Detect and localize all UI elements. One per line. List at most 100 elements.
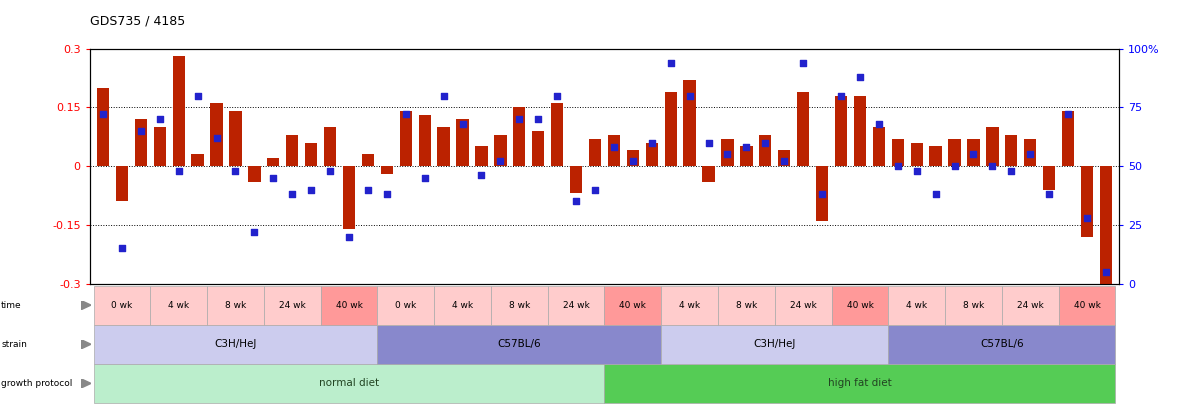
- Bar: [683, 80, 695, 166]
- Bar: [570, 166, 582, 194]
- Bar: [248, 166, 261, 182]
- Point: [699, 139, 718, 146]
- Point: [1058, 111, 1077, 117]
- Bar: [1081, 166, 1093, 237]
- Bar: [192, 154, 203, 166]
- Point: [547, 92, 566, 99]
- Point: [396, 111, 415, 117]
- Point: [1096, 269, 1116, 275]
- Polygon shape: [81, 379, 91, 388]
- Bar: [627, 150, 639, 166]
- Bar: [1062, 111, 1074, 166]
- Bar: [930, 147, 942, 166]
- Point: [321, 168, 340, 174]
- Bar: [381, 166, 393, 174]
- Bar: [816, 166, 828, 221]
- Point: [983, 163, 1002, 169]
- Polygon shape: [81, 340, 91, 349]
- Point: [188, 92, 207, 99]
- Text: GDS735 / 4185: GDS735 / 4185: [90, 14, 186, 27]
- Point: [964, 151, 983, 158]
- Bar: [778, 150, 790, 166]
- Point: [207, 134, 226, 141]
- Point: [1077, 215, 1096, 221]
- Point: [435, 92, 454, 99]
- Point: [132, 128, 151, 134]
- Bar: [494, 135, 506, 166]
- Bar: [456, 119, 469, 166]
- Text: 24 wk: 24 wk: [563, 301, 589, 309]
- Text: 0 wk: 0 wk: [395, 301, 417, 309]
- Point: [150, 116, 169, 122]
- Bar: [305, 143, 317, 166]
- Bar: [116, 166, 128, 201]
- Bar: [834, 96, 847, 166]
- Point: [850, 74, 869, 80]
- Text: 40 wk: 40 wk: [335, 301, 363, 309]
- Bar: [211, 103, 223, 166]
- Bar: [873, 127, 885, 166]
- Point: [169, 168, 188, 174]
- Bar: [342, 166, 356, 229]
- Point: [869, 121, 888, 127]
- Bar: [153, 127, 166, 166]
- Bar: [589, 139, 601, 166]
- Bar: [703, 166, 715, 182]
- Text: 40 wk: 40 wk: [1074, 301, 1100, 309]
- Text: 4 wk: 4 wk: [168, 301, 189, 309]
- Point: [1002, 168, 1021, 174]
- Point: [774, 158, 794, 164]
- Text: 0 wk: 0 wk: [111, 301, 133, 309]
- Point: [661, 60, 680, 66]
- Bar: [97, 88, 109, 166]
- Point: [472, 172, 491, 179]
- Text: time: time: [1, 301, 22, 309]
- Text: C3H/HeJ: C3H/HeJ: [754, 339, 796, 349]
- Point: [813, 191, 832, 198]
- Point: [263, 175, 282, 181]
- Point: [113, 245, 132, 252]
- Bar: [759, 135, 772, 166]
- Bar: [400, 111, 412, 166]
- Point: [794, 60, 813, 66]
- Point: [737, 144, 757, 151]
- Bar: [135, 119, 147, 166]
- Point: [755, 139, 774, 146]
- Point: [302, 186, 321, 193]
- Text: 4 wk: 4 wk: [679, 301, 700, 309]
- Bar: [551, 103, 564, 166]
- Bar: [740, 147, 753, 166]
- Point: [529, 116, 548, 122]
- Bar: [967, 139, 979, 166]
- Text: 40 wk: 40 wk: [846, 301, 874, 309]
- Point: [907, 168, 926, 174]
- Text: 24 wk: 24 wk: [279, 301, 305, 309]
- Bar: [1005, 135, 1017, 166]
- Bar: [1025, 139, 1037, 166]
- Bar: [1043, 166, 1056, 190]
- Text: strain: strain: [1, 340, 28, 349]
- Text: C57BL/6: C57BL/6: [498, 339, 541, 349]
- Text: 24 wk: 24 wk: [790, 301, 816, 309]
- Text: C3H/HeJ: C3H/HeJ: [214, 339, 256, 349]
- Bar: [286, 135, 298, 166]
- Bar: [911, 143, 923, 166]
- Text: 8 wk: 8 wk: [509, 301, 530, 309]
- Text: 4 wk: 4 wk: [452, 301, 473, 309]
- Point: [340, 233, 359, 240]
- Bar: [892, 139, 904, 166]
- Point: [944, 163, 964, 169]
- Point: [282, 191, 302, 198]
- Bar: [419, 115, 431, 166]
- Bar: [514, 107, 525, 166]
- Bar: [230, 111, 242, 166]
- Text: normal diet: normal diet: [318, 378, 379, 388]
- Bar: [797, 92, 809, 166]
- Point: [1021, 151, 1040, 158]
- Point: [358, 186, 377, 193]
- Bar: [267, 158, 279, 166]
- Bar: [664, 92, 676, 166]
- Point: [452, 121, 472, 127]
- Point: [245, 228, 265, 235]
- Point: [680, 92, 699, 99]
